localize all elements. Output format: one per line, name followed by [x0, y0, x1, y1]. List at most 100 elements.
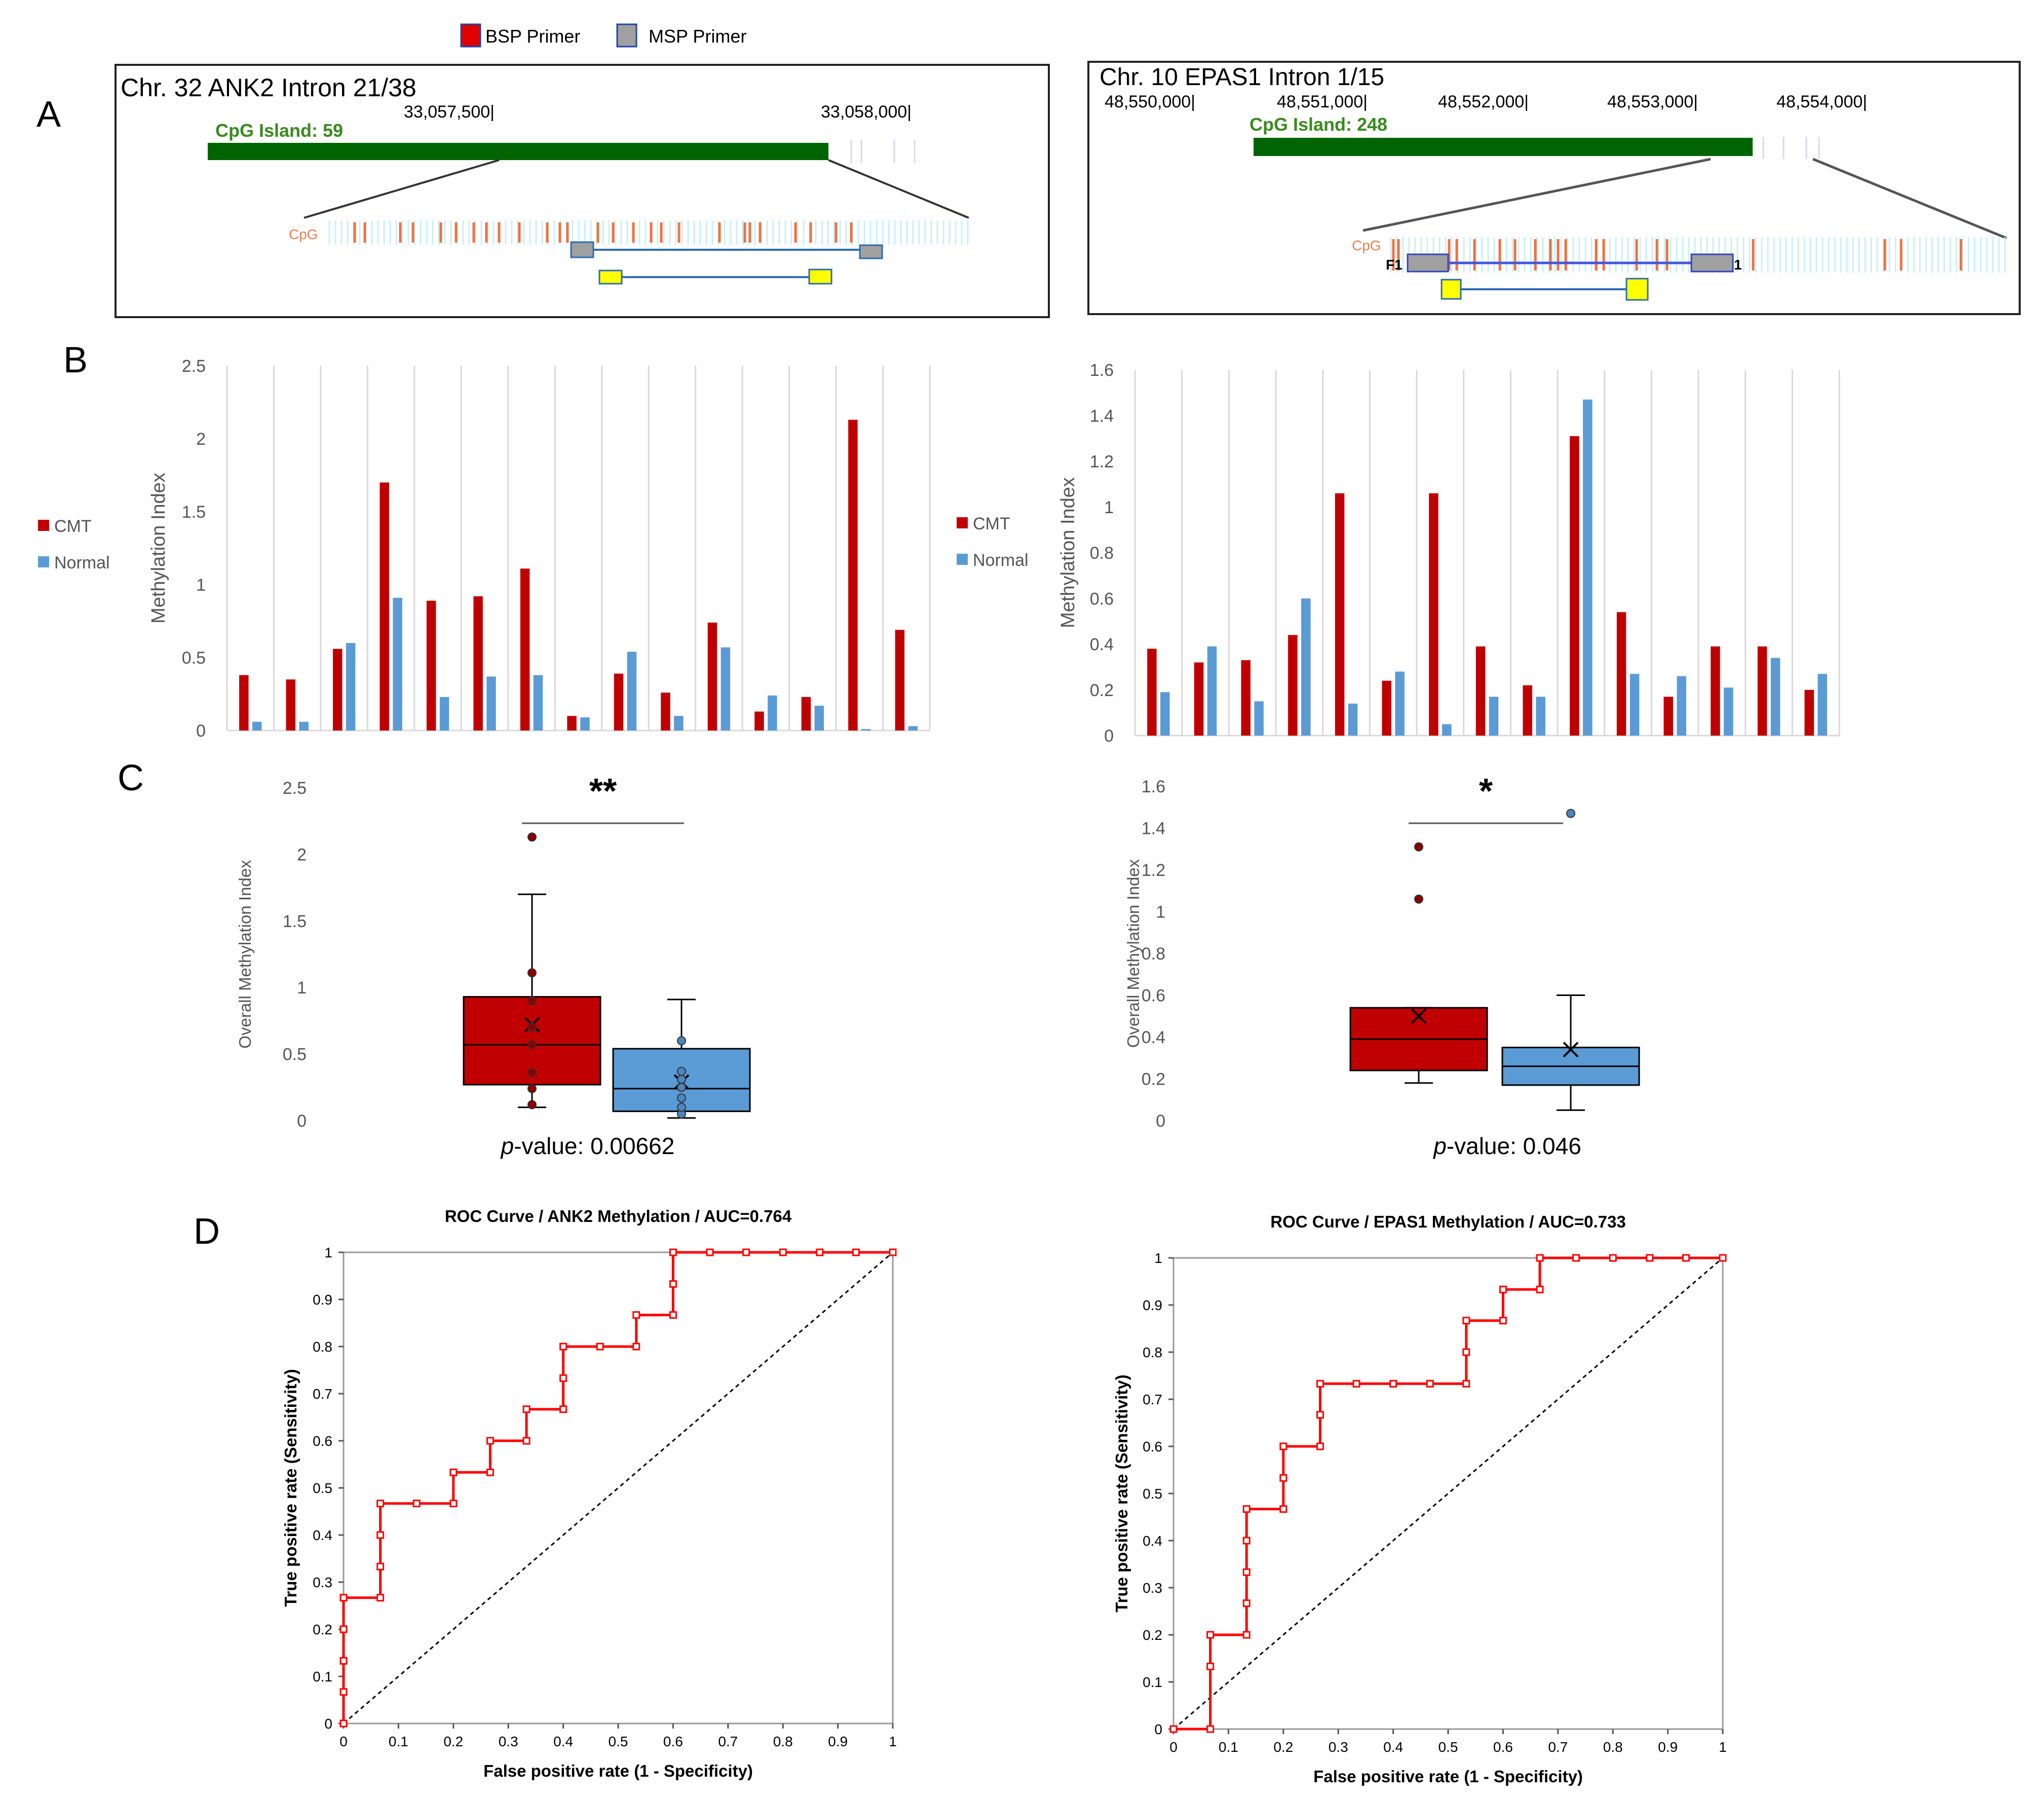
data-point [1414, 842, 1423, 852]
y-tick-label: 0.8 [1090, 544, 1114, 563]
y-tick-label: 1.4 [1090, 406, 1114, 426]
msp-legend-label: MSP Primer [649, 26, 746, 47]
y-tick-label: 0.6 [1142, 986, 1165, 1006]
bar-normal [1395, 671, 1405, 736]
panel-label-d: D [194, 1211, 220, 1252]
y-tick-label: 0.6 [313, 1433, 332, 1449]
ank2-msp-primer-r [859, 244, 883, 259]
panel-a-ank2: Chr. 32 ANK2 Intron 21/38 33,057,500| 33… [115, 64, 1050, 318]
y-tick-label: 0.3 [1143, 1580, 1162, 1596]
x-tick-label: 0.3 [1329, 1739, 1348, 1755]
x-tick-label: 0.3 [499, 1734, 518, 1749]
x-tick-label: 1 [1719, 1739, 1727, 1755]
epas1-cpg-track [1390, 237, 2006, 273]
y-tick-label: 0.2 [1143, 1627, 1162, 1643]
y-tick-label: 0.9 [313, 1292, 332, 1308]
bar-normal [861, 729, 871, 731]
data-point [527, 832, 537, 842]
bar-normal [346, 643, 356, 731]
bsp-swatch [460, 23, 481, 48]
y-tick-label: 0.2 [1090, 681, 1114, 700]
bar-cmt [661, 693, 670, 731]
bar-chart-ank2: 0 0.5 1 1.5 2 2.5 Methylation Index CMT Normal [38, 357, 931, 741]
legend-label-cmt: CMT [973, 514, 1010, 533]
y-tick-label: 1.6 [1090, 361, 1114, 380]
p-value-label: p-value: 0.046 [1432, 1133, 1581, 1159]
bar-cmt [239, 675, 249, 731]
data-point [527, 1023, 537, 1032]
roc-point [1352, 1380, 1360, 1388]
y-axis-label: Methylation Index [1057, 477, 1079, 628]
roc-point [376, 1531, 385, 1539]
roc-title: ROC Curve / ANK2 Methylation / AUC=0.764 [445, 1207, 792, 1225]
x-tick-label: 0.6 [1493, 1739, 1513, 1755]
bar-normal [533, 675, 543, 731]
x-tick-label: 0.7 [1548, 1739, 1568, 1755]
roc-point [1499, 1317, 1507, 1325]
x-tick-label: 0.8 [1603, 1739, 1623, 1755]
bar-cmt [1757, 646, 1767, 736]
p-value-prefix: p [1432, 1133, 1447, 1159]
epas1-island-label: CpG Island: 248 [1250, 114, 1387, 135]
bar-normal [299, 721, 309, 731]
bar-cmt [1616, 612, 1626, 736]
x-axis-label: False positive rate (1 - Specificity) [483, 1761, 753, 1780]
roc-point [1719, 1254, 1727, 1262]
p-value-text: -value: 0.00662 [514, 1133, 674, 1159]
x-tick-label: 0 [1169, 1739, 1178, 1755]
box-mean-marker [1411, 1008, 1427, 1024]
bar-cmt [380, 482, 389, 731]
x-tick-label: 0.6 [663, 1734, 683, 1749]
roc-point [1462, 1348, 1470, 1356]
bar-normal [439, 697, 449, 731]
roc-diagonal [343, 1251, 893, 1725]
y-tick-label: 1 [1104, 498, 1114, 517]
y-tick-label: 0 [196, 721, 206, 741]
y-tick-label: 2.5 [283, 779, 307, 798]
ank2-coord-2: 33,058,000| [821, 102, 912, 122]
roc-point [632, 1343, 640, 1351]
y-tick-label: 0.5 [283, 1045, 307, 1064]
data-point [527, 1068, 537, 1078]
y-tick-label: 0.8 [313, 1339, 332, 1355]
roc-point [1242, 1505, 1251, 1513]
data-point [677, 1066, 686, 1076]
roc-point [339, 1625, 348, 1633]
roc-point [559, 1374, 567, 1382]
ank2-island-label: CpG Island: 59 [215, 120, 343, 141]
p-value-label: p-value: 0.00662 [500, 1133, 675, 1159]
x-tick-label: 0.9 [1658, 1739, 1678, 1755]
bar-normal [1677, 676, 1686, 736]
p-value-prefix: p [500, 1133, 514, 1159]
legend-swatch-normal [957, 554, 968, 565]
epas1-msp-primer-r [1690, 253, 1734, 273]
panel-label-a: A [36, 94, 61, 135]
bar-cmt [1429, 493, 1439, 736]
bar-cmt [332, 648, 343, 731]
data-point [527, 1100, 537, 1109]
roc-point [1462, 1380, 1470, 1388]
roc-point [339, 1719, 348, 1728]
roc-point [632, 1311, 640, 1319]
x-tick-label: 0.1 [1219, 1739, 1238, 1755]
roc-point [1389, 1380, 1397, 1388]
epas1-bsp-primer-r [1625, 278, 1649, 301]
ank2-cpg-island-bar [208, 143, 828, 160]
panel-label-c: C [118, 758, 144, 798]
roc-point [339, 1688, 348, 1696]
roc-point [1536, 1254, 1544, 1262]
roc-point [376, 1562, 385, 1570]
legend-swatch-cmt [38, 520, 49, 531]
roc-chart-epas1: ROC Curve / EPAS1 Methylation / AUC=0.73… [1112, 1212, 1727, 1786]
roc-point [742, 1248, 750, 1256]
epas1-zoom-line-right [1812, 158, 2007, 240]
roc-point [1682, 1254, 1690, 1262]
y-tick-label: 0.1 [1143, 1674, 1162, 1690]
roc-point [669, 1280, 677, 1288]
y-tick-label: 0.9 [1143, 1297, 1162, 1313]
bar-cmt [1663, 697, 1673, 736]
y-tick-label: 0.8 [1143, 1345, 1162, 1360]
y-tick-label: 0.4 [313, 1527, 332, 1543]
bar-cmt [848, 419, 858, 731]
